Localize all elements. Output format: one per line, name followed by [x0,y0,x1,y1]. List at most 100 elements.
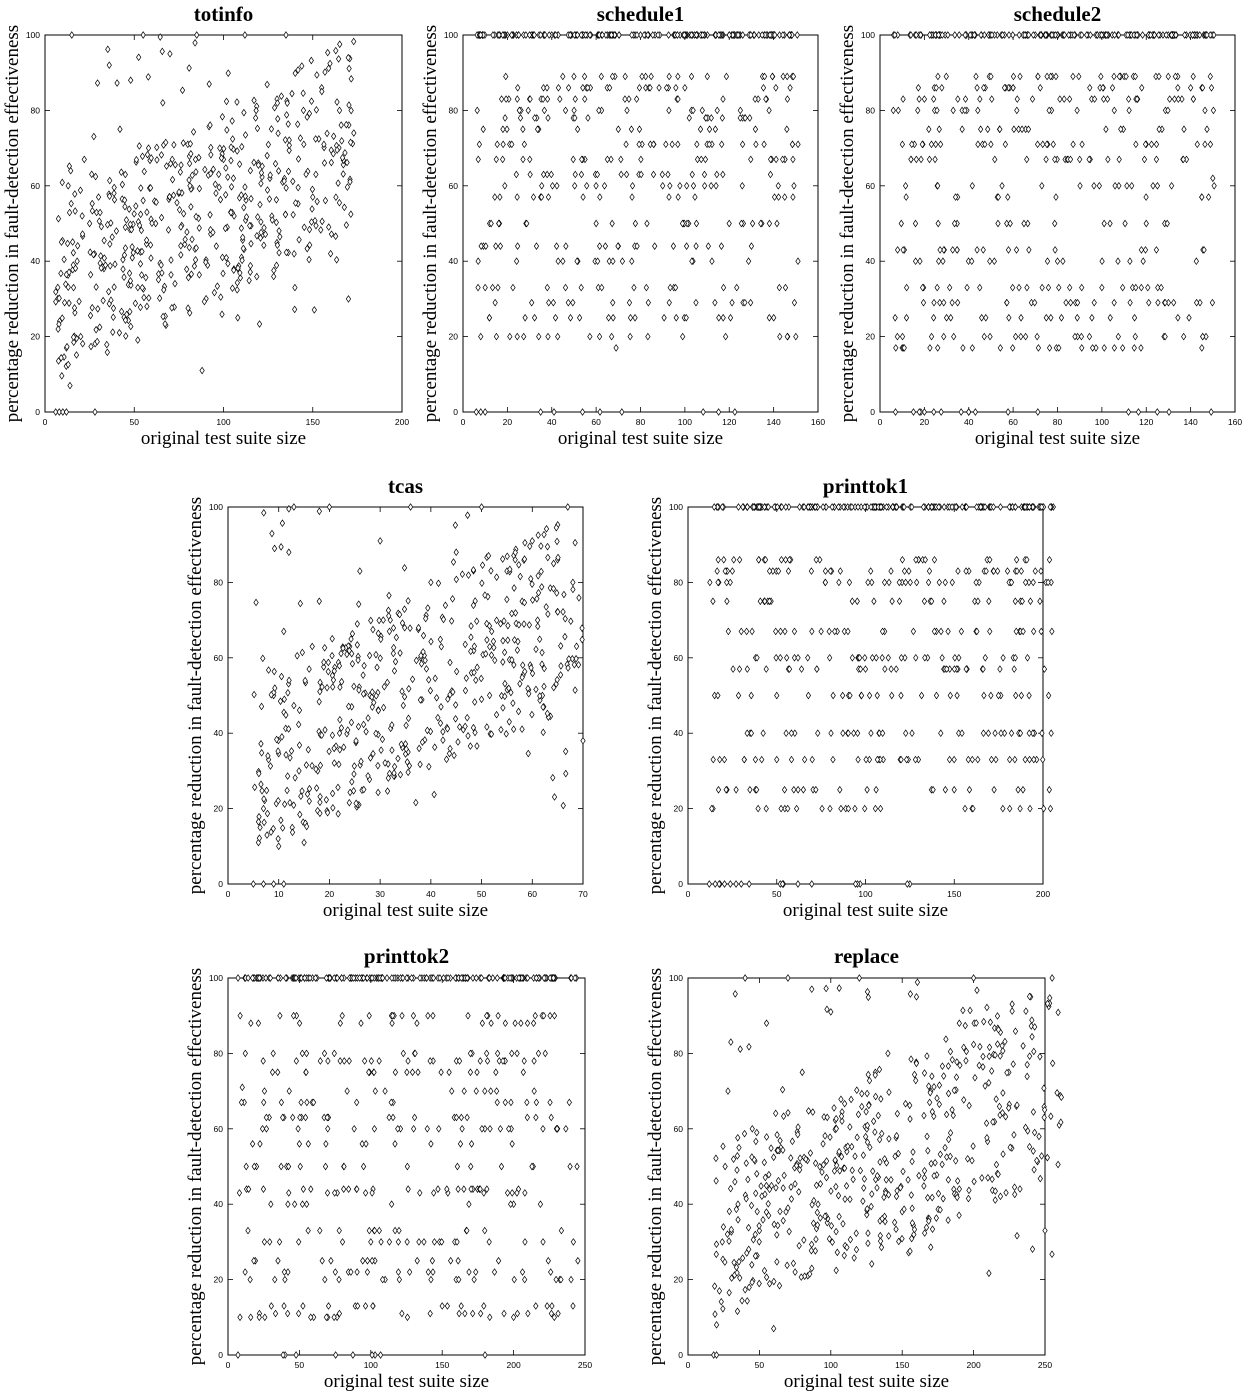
data-point [1022,503,1028,511]
data-point [66,299,72,307]
data-point [527,155,533,164]
data-point [753,1137,759,1146]
data-point [522,313,528,322]
data-point [909,729,915,738]
data-point [1032,298,1038,307]
data-point [341,1162,347,1171]
data-point [1145,283,1151,292]
data-point [941,298,947,307]
data-point [378,1238,384,1246]
data-point [418,659,425,668]
data-point [786,1227,792,1236]
data-point [790,155,796,164]
data-point [1024,155,1030,164]
data-point [798,1273,804,1281]
data-point [271,544,278,553]
data-point [969,257,975,266]
data-point [322,643,328,652]
data-point [457,723,463,731]
data-point [771,1220,777,1229]
data-point [570,155,576,164]
data-point [794,31,800,39]
data-point [1048,729,1054,738]
data-point [648,72,654,81]
data-point [411,1124,417,1133]
data-point [1072,332,1078,341]
data-point [580,193,586,201]
data-point [53,408,59,416]
data-point [336,1275,342,1284]
data-point [428,1275,434,1284]
data-point [936,1081,943,1090]
data-point [774,1258,780,1266]
data-point [538,408,544,416]
data-point [174,198,180,207]
data-point [835,503,842,511]
data-point [268,125,275,133]
y-axis-label: percentage reduction in fault-detection … [645,968,666,1365]
data-point [505,636,511,644]
data-point [1181,125,1187,134]
data-point [870,1167,876,1175]
data-point [299,62,305,70]
data-point [805,653,811,662]
data-point [563,242,569,250]
data-point [1186,313,1192,322]
data-point [777,1207,783,1216]
data-point [407,1268,413,1276]
data-point [1041,1113,1047,1122]
data-point [775,181,781,190]
data-point [271,103,278,112]
data-point [689,170,695,179]
data-point [636,83,643,92]
data-point [470,723,477,732]
data-point [889,691,895,700]
data-point [182,240,188,249]
data-point [971,1040,977,1049]
x-tick-label: 100 [824,1360,838,1370]
data-point [331,744,337,753]
data-point [273,261,280,270]
data-point [287,798,293,807]
data-point [682,83,688,92]
data-point [278,672,285,681]
data-point [540,170,547,179]
data-point [1111,344,1117,352]
data-point [827,567,834,575]
data-point [354,620,360,628]
data-point [484,1011,490,1020]
data-point [1044,72,1050,81]
data-point [1026,246,1032,254]
data-point [562,614,568,623]
data-point [929,1193,935,1202]
data-point [699,106,705,115]
y-tick-label: 0 [218,879,223,889]
data-point [309,761,315,770]
data-point [852,804,858,813]
data-point [784,332,790,341]
data-point [585,83,591,92]
data-point [567,31,573,39]
data-point [376,1226,382,1235]
data-point [751,503,757,511]
data-point [638,170,644,179]
data-point [541,664,547,673]
data-point [791,653,798,662]
x-tick-label: 160 [811,417,825,427]
data-point [1079,31,1085,39]
data-point [568,1275,574,1284]
data-point [544,170,550,179]
data-point [292,305,298,314]
data-point [560,608,566,616]
data-point [788,1154,794,1162]
data-point [344,650,350,659]
data-point [392,1140,398,1148]
data-point [296,720,302,729]
data-point [265,140,271,149]
data-point [761,503,768,511]
data-point [498,1162,505,1171]
data-point [464,511,471,520]
data-point [824,1005,830,1014]
data-point [339,1238,346,1246]
data-point [608,31,615,39]
